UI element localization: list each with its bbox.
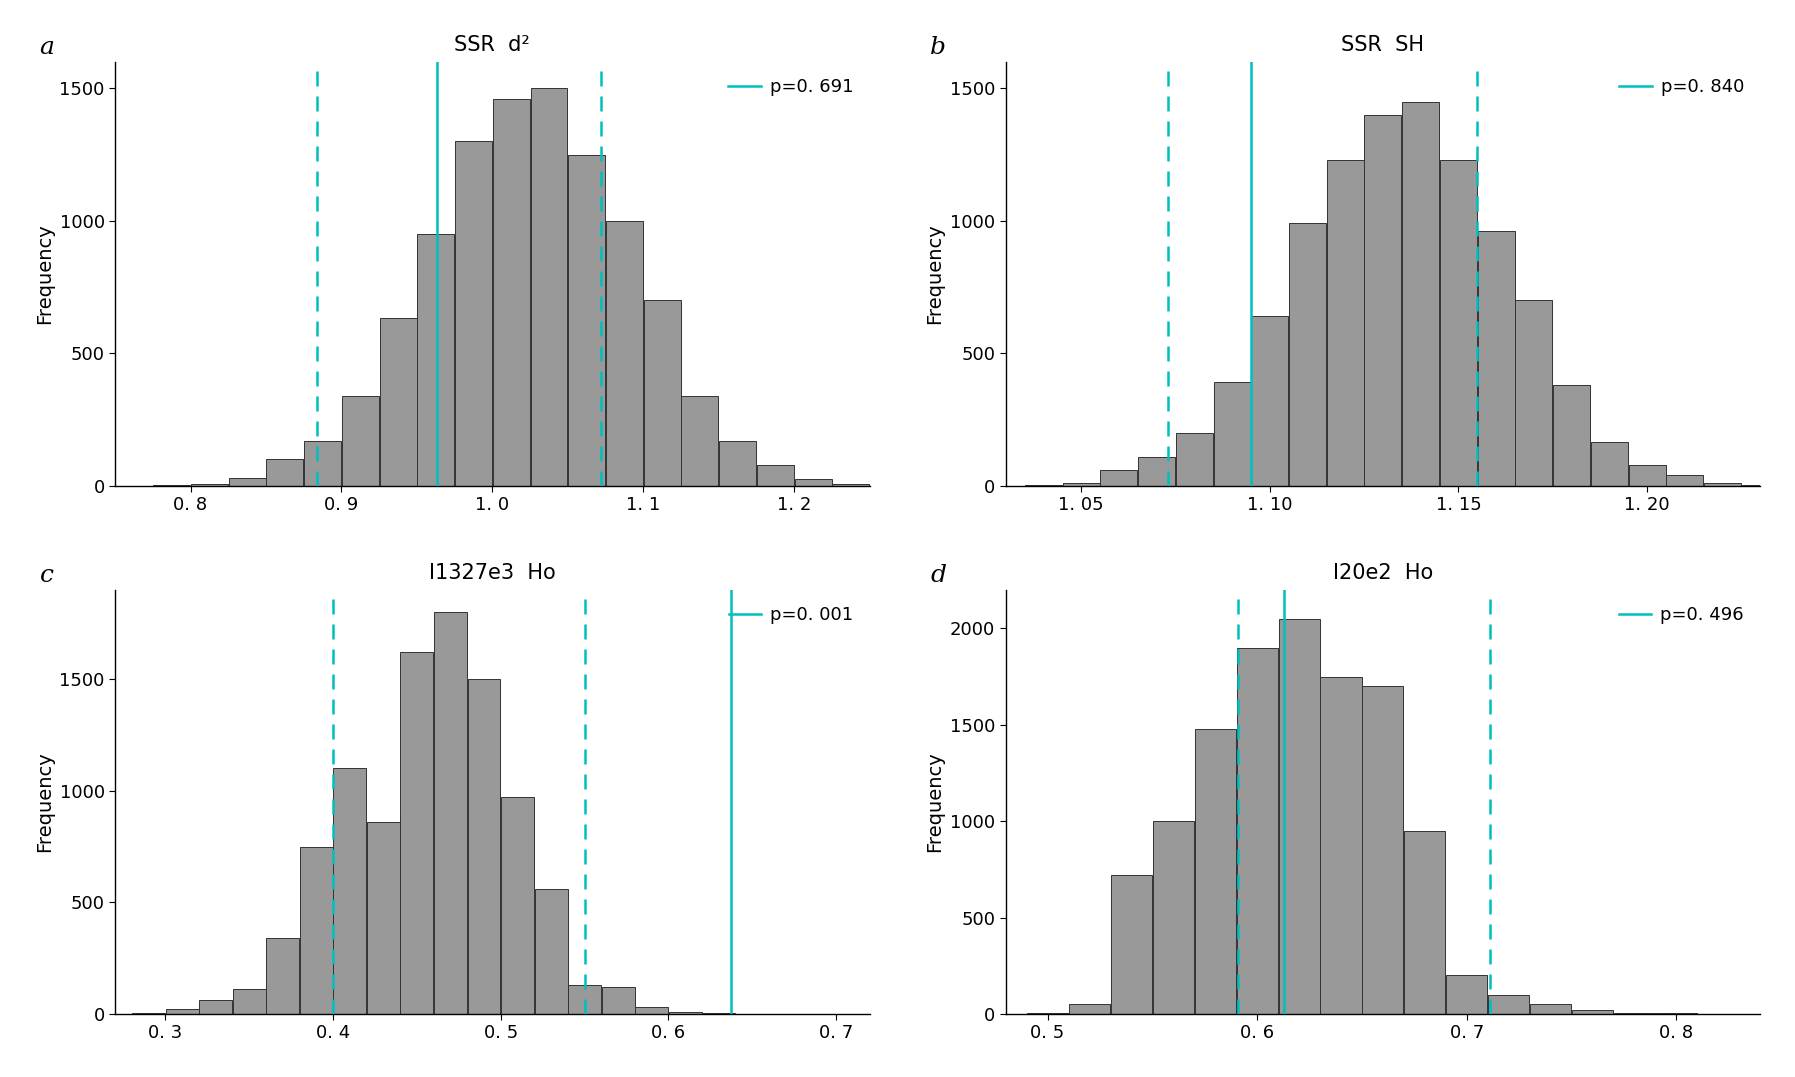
Bar xyxy=(1321,676,1362,1013)
Bar xyxy=(1364,115,1402,486)
Bar xyxy=(757,464,793,486)
Bar xyxy=(1251,317,1289,486)
Bar xyxy=(300,847,332,1013)
Bar xyxy=(400,653,433,1013)
Title: SSR  SH: SSR SH xyxy=(1341,34,1425,55)
Y-axis label: Frequency: Frequency xyxy=(34,223,54,324)
Bar xyxy=(1213,382,1251,486)
Bar xyxy=(456,141,492,486)
Bar xyxy=(1362,686,1404,1013)
Bar xyxy=(644,300,680,486)
Bar xyxy=(341,395,379,486)
Bar xyxy=(1703,484,1741,486)
Bar xyxy=(1553,386,1590,486)
Bar xyxy=(670,1011,702,1013)
Bar xyxy=(1529,1004,1571,1013)
Bar xyxy=(1572,1010,1614,1013)
Bar xyxy=(1327,159,1364,486)
Bar xyxy=(1488,994,1529,1013)
Bar xyxy=(233,990,266,1013)
Text: c: c xyxy=(39,564,54,587)
Legend: p=0. 691: p=0. 691 xyxy=(722,71,860,103)
Text: d: d xyxy=(930,564,946,587)
Legend: p=0. 496: p=0. 496 xyxy=(1612,599,1752,631)
Bar xyxy=(190,484,228,486)
Bar xyxy=(1176,433,1213,486)
Bar xyxy=(1100,470,1138,486)
Bar xyxy=(682,395,718,486)
Bar xyxy=(165,1009,199,1013)
Title: I1327e3  Ho: I1327e3 Ho xyxy=(429,563,556,583)
Bar xyxy=(795,479,831,486)
Bar xyxy=(1447,976,1488,1013)
Bar xyxy=(266,459,303,486)
Bar xyxy=(1666,475,1703,486)
Legend: p=0. 840: p=0. 840 xyxy=(1612,71,1752,103)
Bar xyxy=(1477,232,1515,486)
Bar xyxy=(1278,619,1319,1013)
Bar xyxy=(1404,830,1445,1013)
Bar xyxy=(569,155,605,486)
Bar xyxy=(494,99,530,486)
Bar xyxy=(416,234,454,486)
Bar xyxy=(1070,1004,1109,1013)
Bar xyxy=(366,822,400,1013)
Bar xyxy=(607,221,643,486)
Bar xyxy=(833,485,869,486)
Bar xyxy=(1289,223,1327,486)
Bar xyxy=(379,318,416,486)
Bar xyxy=(720,440,756,486)
Y-axis label: Frequency: Frequency xyxy=(924,752,944,852)
Bar xyxy=(467,680,501,1013)
Text: b: b xyxy=(930,37,946,59)
Bar xyxy=(531,88,567,486)
Bar xyxy=(569,984,601,1013)
Bar xyxy=(434,612,467,1013)
Bar xyxy=(1440,159,1477,486)
Bar xyxy=(1237,647,1278,1013)
Bar xyxy=(334,768,366,1013)
Bar xyxy=(1402,101,1440,486)
Title: I20e2  Ho: I20e2 Ho xyxy=(1334,563,1432,583)
Bar xyxy=(1111,876,1152,1013)
Bar xyxy=(535,889,567,1013)
Bar xyxy=(1515,300,1553,486)
Bar xyxy=(1063,484,1100,486)
Bar xyxy=(1590,442,1628,486)
Bar xyxy=(1152,821,1194,1013)
Text: a: a xyxy=(39,37,54,59)
Bar xyxy=(228,478,266,486)
Bar xyxy=(501,797,533,1013)
Bar xyxy=(1195,729,1235,1013)
Title: SSR  d²: SSR d² xyxy=(454,34,530,55)
Y-axis label: Frequency: Frequency xyxy=(924,223,944,324)
Bar xyxy=(266,938,300,1013)
Bar xyxy=(601,988,635,1013)
Legend: p=0. 001: p=0. 001 xyxy=(722,599,860,631)
Bar xyxy=(1628,464,1666,486)
Bar xyxy=(635,1007,668,1013)
Bar xyxy=(1138,457,1176,486)
Bar xyxy=(303,440,341,486)
Y-axis label: Frequency: Frequency xyxy=(34,752,54,852)
Bar xyxy=(199,1001,232,1013)
